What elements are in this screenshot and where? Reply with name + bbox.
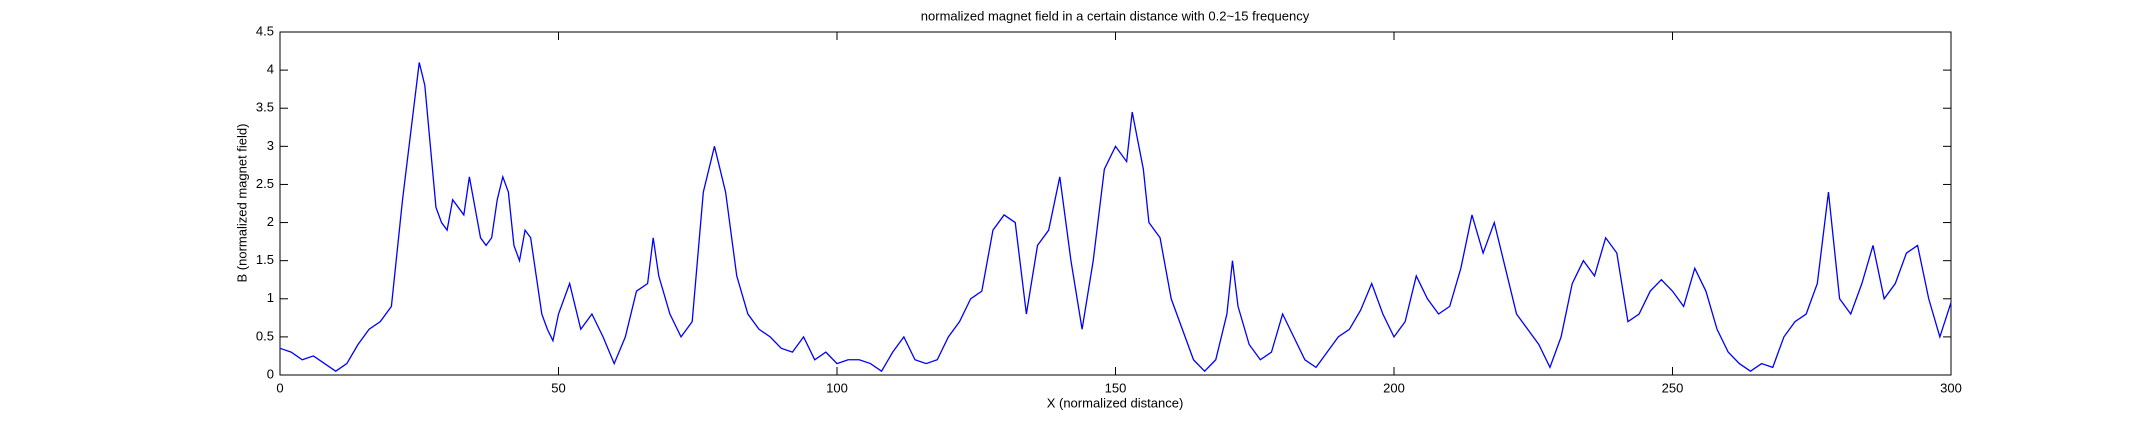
data-line [279, 62, 1952, 373]
y-tick-label: 2 [267, 214, 274, 229]
x-tick-label: 150 [1105, 380, 1127, 395]
x-tick-label: 250 [1662, 380, 1684, 395]
x-tick-label: 100 [826, 380, 848, 395]
y-tick-label: 0 [267, 366, 274, 381]
y-tick-label: 3 [267, 138, 274, 153]
y-tick-label: 3.5 [256, 100, 274, 115]
x-tick-label: 200 [1383, 380, 1405, 395]
y-tick-label: 2.5 [256, 176, 274, 191]
x-axis-label: X (normalized distance) [1047, 395, 1184, 410]
y-tick-label: 1.5 [256, 252, 274, 267]
y-axis-label: B (normalized magnet field) [234, 124, 249, 283]
y-tick-label: 1 [267, 290, 274, 305]
plot-frame [279, 31, 1952, 376]
chart-title: normalized magnet field in a certain dis… [921, 8, 1310, 23]
x-tick-label: 0 [276, 380, 283, 395]
x-tick-label: 300 [1940, 380, 1962, 395]
y-tick-label: 4 [267, 62, 274, 77]
y-tick-label: 0.5 [256, 328, 274, 343]
x-tick-label: 50 [551, 380, 565, 395]
y-tick-label: 4.5 [256, 23, 274, 38]
